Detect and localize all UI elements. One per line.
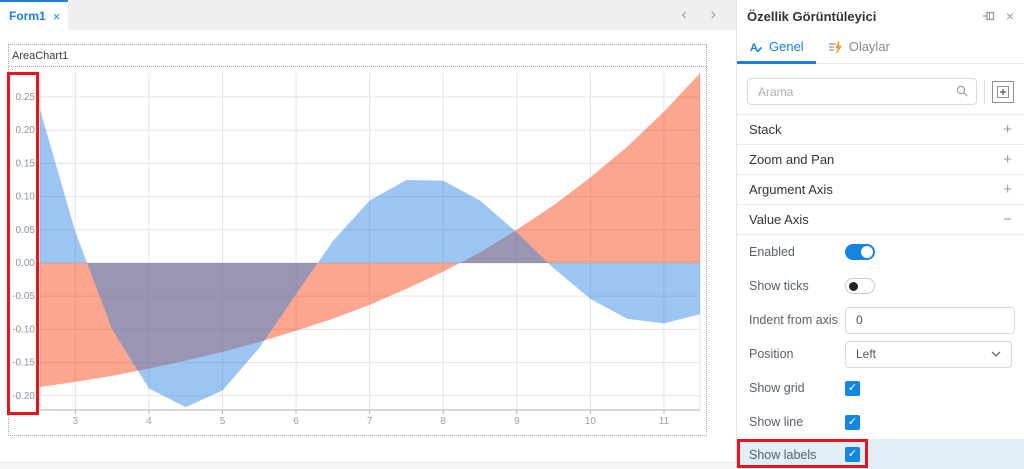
prop-position: Position Left (737, 337, 1024, 371)
panel-header: Özellik Görüntüleyici × (737, 0, 1024, 32)
section-zoom-and-pan[interactable]: Zoom and Pan + (737, 144, 1024, 174)
property-sections: Stack + Zoom and Pan + Argument Axis + V… (737, 114, 1024, 235)
enabled-toggle[interactable] (845, 244, 875, 260)
svg-text:11: 11 (659, 416, 670, 427)
design-canvas: AreaChart1 0.25 0.20 0.15 0.10 0.05 0.00 -0.05… (0, 30, 736, 469)
prop-label: Show labels (749, 447, 817, 462)
expand-icon[interactable]: + (1003, 121, 1012, 138)
position-select[interactable]: Left (845, 340, 1012, 368)
section-label: Argument Axis (749, 182, 833, 197)
expand-all-icon (997, 85, 1009, 98)
panel-close-icon[interactable]: × (1005, 8, 1014, 24)
svg-text:8: 8 (440, 416, 446, 427)
bottom-strip (0, 461, 736, 469)
search-icon (956, 85, 968, 97)
section-value-axis[interactable]: Value Axis − (737, 204, 1024, 234)
properties-icon: A (750, 42, 763, 54)
tab-close-icon[interactable]: × (52, 8, 61, 24)
prop-show-line: Show line ✓ (737, 405, 1024, 439)
expand-icon[interactable]: + (1003, 151, 1012, 168)
expand-all-button[interactable] (992, 80, 1014, 103)
show-line-checkbox[interactable]: ✓ (845, 414, 860, 430)
svg-text:0.00: 0.00 (16, 258, 36, 269)
section-label: Zoom and Pan (749, 152, 835, 167)
svg-text:0.25: 0.25 (16, 92, 36, 103)
section-argument-axis[interactable]: Argument Axis + (737, 174, 1024, 204)
prop-show-labels: Show labels ✓ (737, 439, 1024, 469)
svg-text:5: 5 (220, 416, 226, 427)
svg-text:4: 4 (146, 416, 152, 427)
area-chart: 0.25 0.20 0.15 0.10 0.05 0.00 -0.05 -0.10 -0.15 -… (12, 73, 701, 427)
prop-indent-from-axis: Indent from axis (737, 303, 1024, 337)
section-label: Value Axis (749, 212, 809, 227)
tab-navigation: ‹ › (681, 0, 716, 30)
divider (984, 79, 985, 104)
position-select-value: Left (856, 347, 877, 361)
value-axis-properties: Enabled Show ticks Indent from axis Posi… (737, 235, 1024, 469)
nav-prev-icon[interactable]: ‹ (681, 6, 687, 23)
area-chart-control[interactable]: AreaChart1 0.25 0.20 0.15 0.10 0.05 0.00 -0.05… (8, 44, 707, 436)
annotation-show-labels (737, 439, 868, 468)
search-row (737, 64, 1024, 114)
svg-text:-0.05: -0.05 (12, 291, 35, 302)
prop-show-grid: Show grid ✓ (737, 371, 1024, 405)
search-input[interactable] (747, 78, 977, 105)
svg-text:0.10: 0.10 (16, 192, 36, 203)
panel-tabs: A Genel Olaylar (737, 32, 1024, 64)
property-inspector-panel: Özellik Görüntüleyici × A Genel (736, 0, 1024, 469)
tab-olaylar[interactable]: Olaylar (816, 32, 902, 64)
chart-control-label: AreaChart1 (9, 45, 706, 67)
designer-area: Form1 × ‹ › AreaChart1 0.25 0.20 0.15 0.10 0… (0, 0, 736, 469)
svg-text:0.15: 0.15 (16, 158, 36, 169)
svg-text:-0.10: -0.10 (12, 324, 35, 335)
panel-title: Özellik Görüntüleyici (747, 8, 877, 24)
tab-genel[interactable]: A Genel (737, 32, 816, 64)
prop-label: Show grid (749, 381, 805, 395)
document-tabstrip: Form1 × ‹ › (0, 0, 736, 30)
svg-text:7: 7 (367, 416, 373, 427)
prop-label: Show line (749, 415, 804, 429)
tab-genel-label: Genel (769, 39, 804, 54)
show-labels-checkbox[interactable]: ✓ (845, 447, 860, 462)
prop-label: Position (749, 347, 794, 361)
show-ticks-toggle[interactable] (845, 278, 875, 294)
svg-text:10: 10 (585, 416, 597, 427)
chevron-down-icon (991, 351, 1001, 357)
svg-text:-0.20: -0.20 (12, 391, 35, 402)
section-stack[interactable]: Stack + (737, 114, 1024, 144)
nav-next-icon[interactable]: › (710, 6, 716, 23)
svg-text:9: 9 (514, 416, 520, 427)
svg-text:3: 3 (73, 416, 79, 427)
section-label: Stack (749, 122, 782, 137)
indent-from-axis-input[interactable] (845, 306, 1015, 334)
tab-olaylar-label: Olaylar (848, 39, 890, 54)
events-icon (828, 40, 842, 54)
collapse-icon[interactable]: − (1003, 211, 1012, 228)
tab-form1[interactable]: Form1 × (0, 0, 68, 30)
prop-show-ticks: Show ticks (737, 269, 1024, 303)
prop-label: Indent from axis (749, 313, 838, 327)
svg-text:6: 6 (293, 416, 299, 427)
svg-text:-0.15: -0.15 (12, 358, 35, 369)
pin-icon[interactable] (982, 9, 996, 23)
prop-label: Enabled (749, 245, 795, 259)
svg-text:0.20: 0.20 (16, 125, 36, 136)
show-grid-checkbox[interactable]: ✓ (845, 380, 860, 396)
tab-form1-label: Form1 (9, 9, 46, 23)
svg-text:0.05: 0.05 (16, 225, 36, 236)
svg-text:A: A (750, 42, 758, 54)
expand-icon[interactable]: + (1003, 181, 1012, 198)
annotation-value-axis-labels (7, 72, 39, 415)
prop-enabled: Enabled (737, 235, 1024, 269)
prop-label: Show ticks (749, 279, 809, 293)
